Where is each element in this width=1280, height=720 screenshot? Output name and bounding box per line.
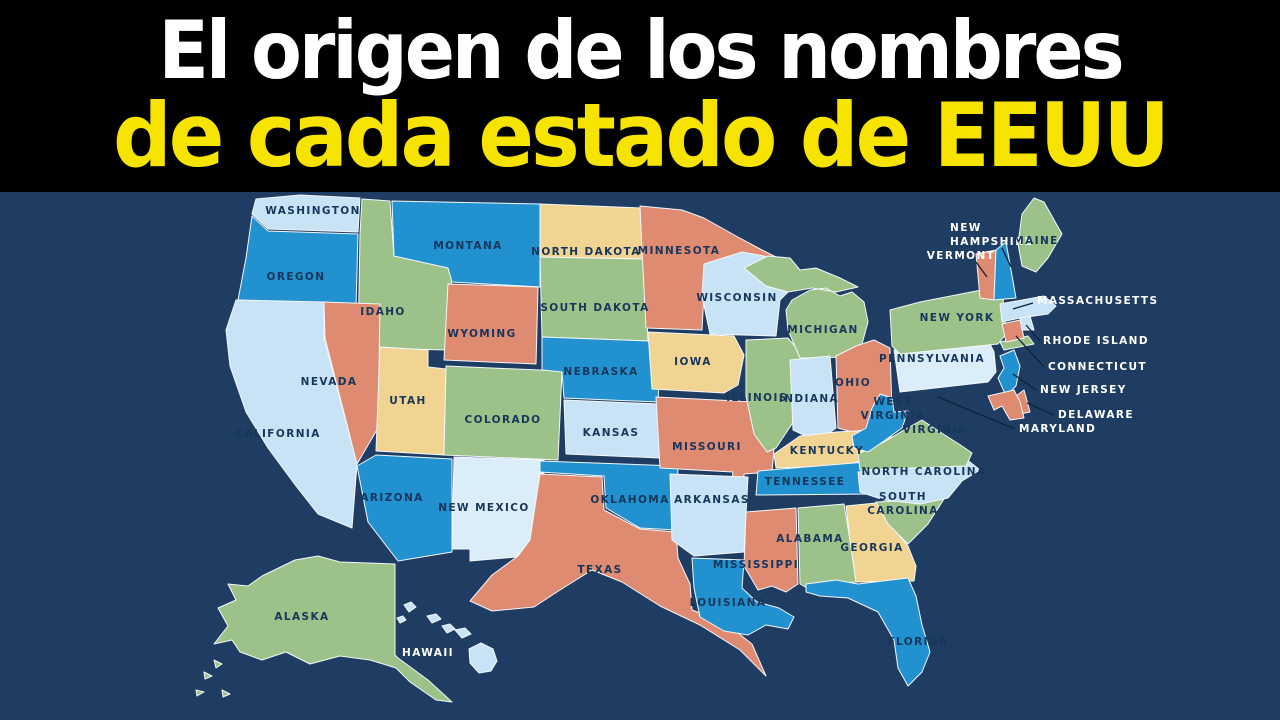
label-ma: MASSACHUSETTS xyxy=(1037,295,1158,307)
label-wv: WEST VIRGINIA xyxy=(861,396,926,422)
state-va xyxy=(857,419,973,471)
state-ms xyxy=(743,507,799,593)
state-wa xyxy=(251,194,361,233)
label-sc: SOUTH CAROLINA xyxy=(867,491,939,517)
label-mn: MINNESOTA xyxy=(638,245,721,257)
label-oh: OHIO xyxy=(835,377,871,389)
label-or: OREGON xyxy=(267,271,326,283)
state-labels-layer: WASHINGTON OREGON CALIFORNIA IDAHO NEVADA UTA… xyxy=(235,205,1158,659)
label-il: ILLINOIS xyxy=(726,392,788,404)
label-ar: ARKANSAS xyxy=(674,494,750,506)
label-nc: NORTH CAROLINA xyxy=(862,466,987,478)
label-vt: VERMONT xyxy=(927,250,996,262)
states-layer xyxy=(195,194,1063,703)
state-co xyxy=(443,365,563,461)
leader-line-nj xyxy=(1012,373,1037,391)
label-al: ALABAMA xyxy=(776,533,843,545)
state-la xyxy=(691,557,795,636)
state-wv xyxy=(851,393,909,453)
leader-line-de xyxy=(1026,402,1055,416)
leader-line-md xyxy=(937,396,1016,430)
label-ia: IOWA xyxy=(674,356,712,368)
label-ny: NEW YORK xyxy=(920,312,995,324)
label-nv: NEVADA xyxy=(301,376,358,388)
label-ut: UTAH xyxy=(389,395,426,407)
title-line-2: de cada estado de EEUU xyxy=(113,85,1170,188)
state-nv xyxy=(323,301,381,465)
label-ky: KENTUCKY xyxy=(790,445,864,457)
state-ca xyxy=(225,299,358,529)
leader-line-vt xyxy=(975,261,988,278)
label-ok: OKLAHOMA xyxy=(590,494,669,506)
title-line-1: El origen de los nombres xyxy=(158,4,1124,98)
label-ne: NEBRASKA xyxy=(563,366,638,378)
label-az: ARIZONA xyxy=(360,492,423,504)
label-hi: HAWAII xyxy=(402,647,454,659)
state-az xyxy=(356,454,453,562)
state-nc xyxy=(857,458,981,505)
state-sd xyxy=(539,256,649,342)
label-wa: WASHINGTON xyxy=(265,205,361,217)
label-me: MAINE xyxy=(1013,235,1058,247)
state-mi xyxy=(743,255,869,359)
label-mi: MICHIGAN xyxy=(787,324,859,336)
label-va: VIRGINIA xyxy=(903,424,968,436)
label-nh: NEW HAMPSHIRE xyxy=(950,222,1033,248)
label-ct: CONNECTICUT xyxy=(1048,361,1147,373)
label-tx: TEXAS xyxy=(577,564,622,576)
state-ia xyxy=(647,331,745,394)
label-wy: WYOMING xyxy=(447,328,516,340)
state-md xyxy=(987,389,1025,421)
label-ks: KANSAS xyxy=(583,427,640,439)
label-mt: MONTANA xyxy=(433,240,502,252)
label-nd: NORTH DAKOTA xyxy=(531,246,641,258)
label-ca: CALIFORNIA xyxy=(235,428,320,440)
label-sd: SOUTH DAKOTA xyxy=(540,302,649,314)
title-banner: El origen de los nombres de cada estado … xyxy=(0,0,1280,192)
label-fl: FLORIDA xyxy=(887,636,948,648)
state-hi xyxy=(396,601,498,674)
label-tn: TENNESSEE xyxy=(765,476,846,488)
state-nh xyxy=(993,241,1017,301)
label-ms: MISSISSIPPI xyxy=(713,559,799,571)
label-id: IDAHO xyxy=(360,306,405,318)
state-ct xyxy=(1001,319,1025,343)
leader-line-ma xyxy=(1012,302,1034,310)
label-nm: NEW MEXICO xyxy=(438,502,529,514)
state-me xyxy=(1017,197,1063,273)
state-fl xyxy=(805,577,931,687)
label-pa: PENNSYLVANIA xyxy=(879,353,985,365)
state-ma xyxy=(999,295,1057,323)
label-md: MARYLAND xyxy=(1019,423,1096,435)
leader-line-ri xyxy=(1025,324,1041,342)
leader-line-nh xyxy=(1001,247,1012,268)
label-nj: NEW JERSEY xyxy=(1040,384,1127,396)
leader-lines-layer xyxy=(937,247,1055,430)
label-ak: ALASKA xyxy=(274,611,329,623)
label-ga: GEORGIA xyxy=(840,542,903,554)
state-ar xyxy=(669,473,749,557)
state-ak xyxy=(195,555,453,703)
state-wy xyxy=(443,283,539,365)
label-co: COLORADO xyxy=(465,414,542,426)
label-wi: WISCONSIN xyxy=(696,292,777,304)
label-de: DELAWARE xyxy=(1058,409,1134,421)
label-ri: RHODE ISLAND xyxy=(1043,335,1149,347)
label-in: INDIANA xyxy=(779,393,839,405)
leader-line-ct xyxy=(1015,335,1045,368)
label-la: LOUISIANA xyxy=(690,597,767,609)
label-mo: MISSOURI xyxy=(672,441,742,453)
